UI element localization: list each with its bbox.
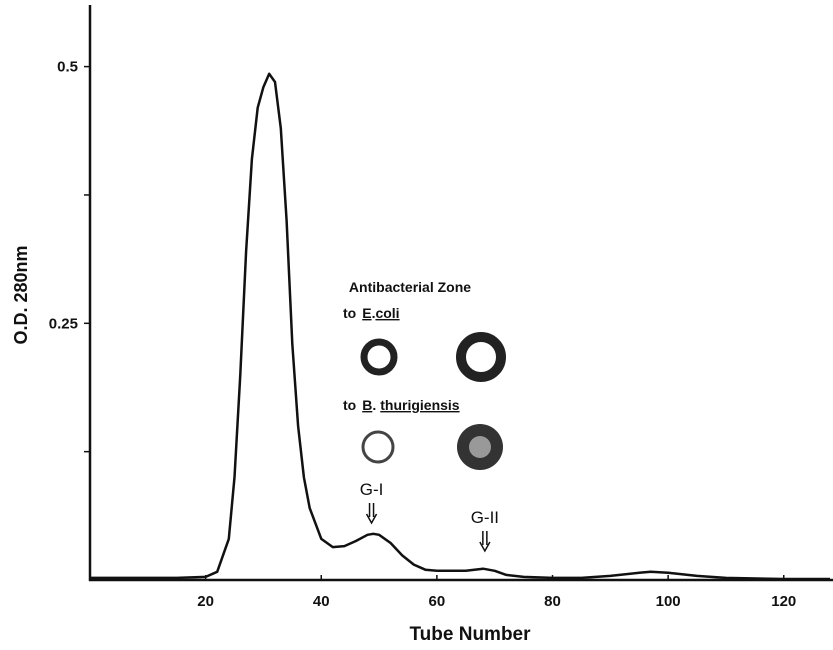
text: E [362,305,371,321]
text: . [372,305,376,321]
x-tick-label: 40 [313,593,330,610]
zone-ring [456,332,506,382]
zone-title: Antibacterial Zone [349,279,471,295]
text: . [372,397,376,413]
bthur-label: to B. thurigiensis [343,397,460,413]
zone-ring [360,338,398,376]
x-tick-label: 120 [771,593,796,610]
x-tick-label: 60 [429,593,446,610]
zone-spot-center [469,436,491,458]
text: to [343,305,356,321]
peak-arrow [365,503,378,525]
peak-arrow [479,531,491,553]
peak-label: G-I [360,480,384,499]
text: B [362,397,372,413]
peak-label: G-II [471,508,499,527]
od-curve [90,72,830,581]
text: to [343,397,356,413]
text: thurigiensis [380,397,460,413]
zone-ring [361,430,395,464]
x-axis-label: Tube Number [409,624,531,645]
ecoli-label: to E.coli [343,305,400,321]
y-tick-label: 0.25 [49,315,78,332]
y-tick-label: 0.5 [57,59,78,76]
x-tick-label: 20 [197,593,214,610]
y-axis-label: O.D. 280nm [11,245,31,344]
x-tick-label: 80 [544,593,561,610]
x-tick-label: 100 [656,593,681,610]
text: coli [375,305,399,321]
